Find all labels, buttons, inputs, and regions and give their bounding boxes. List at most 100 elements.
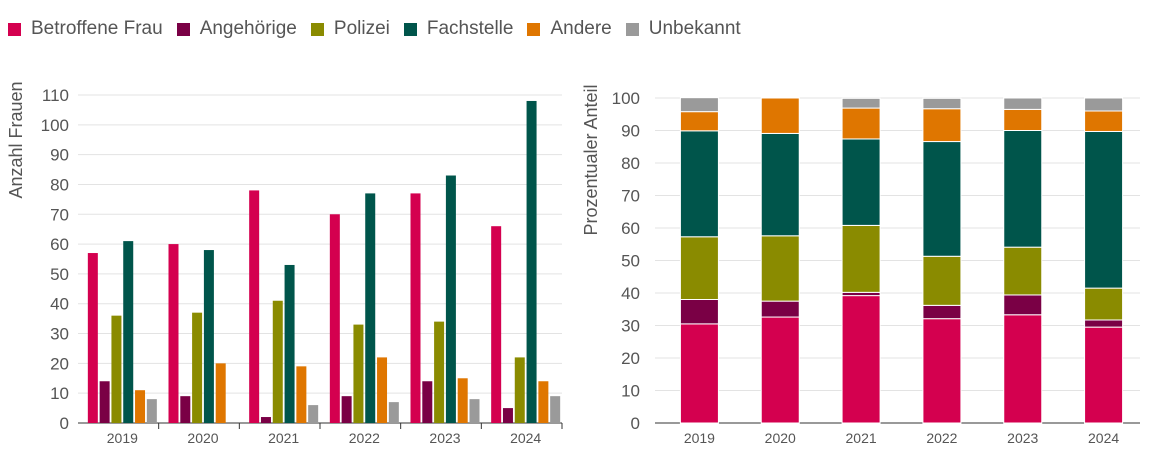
stacked-bar-fachstelle <box>1003 130 1043 248</box>
stacked-bar-fachstelle <box>1084 130 1124 289</box>
y-tick-label: 100 <box>612 89 640 108</box>
bar-unbekannt <box>469 399 480 423</box>
y-tick-label: 60 <box>621 219 640 238</box>
y-tick-label: 0 <box>631 414 640 433</box>
bar-fachstelle <box>203 250 214 423</box>
bar-angehörige <box>260 417 271 423</box>
stacked-bar-unbekannt <box>922 97 962 110</box>
stacked-bar-unbekannt <box>1003 97 1043 110</box>
y-tick-label: 10 <box>621 382 640 401</box>
y-tick-label: 50 <box>621 252 640 271</box>
stacked-bar-betroffene-frau <box>1003 314 1043 424</box>
bar-angehörige <box>180 396 191 423</box>
bar-betroffene-frau <box>249 190 260 423</box>
legend-item[interactable]: Angehörige <box>176 18 297 40</box>
stacked-bar-polizei <box>841 224 881 293</box>
stacked-bar-polizei <box>1003 246 1043 296</box>
bar-andere <box>377 357 388 423</box>
bar-angehörige <box>99 381 110 423</box>
stacked-bar-angehörige <box>1003 294 1043 316</box>
bar-polizei <box>272 300 283 423</box>
y-axis-title: Anzahl Frauen <box>6 81 26 198</box>
x-tick-label: 2019 <box>107 430 138 446</box>
y-tick-label: 50 <box>50 265 69 284</box>
legend-swatch <box>176 22 190 36</box>
legend-label: Polizei <box>333 18 390 39</box>
x-tick-label: 2021 <box>268 430 299 446</box>
legend-swatch <box>625 22 639 36</box>
x-tick-label: 2023 <box>1007 430 1038 446</box>
bar-fachstelle <box>445 175 456 423</box>
y-tick-label: 70 <box>621 187 640 206</box>
y-tick-label: 0 <box>60 414 69 433</box>
stacked-bar-fachstelle <box>679 130 719 238</box>
x-tick-label: 2021 <box>846 430 877 446</box>
legend: Betroffene Frau Angehörige Polizei Fachstel… <box>8 18 741 40</box>
bar-unbekannt <box>146 399 157 423</box>
legend-item[interactable]: Unbekannt <box>625 18 741 40</box>
y-tick-label: 110 <box>42 86 69 105</box>
bar-angehörige <box>341 396 352 423</box>
x-tick-label: 2022 <box>349 430 380 446</box>
stacked-bar-unbekannt <box>1084 97 1124 112</box>
y-tick-label: 70 <box>50 205 69 224</box>
stacked-bar-angehörige <box>679 299 719 325</box>
legend-swatch <box>527 22 541 36</box>
bar-andere <box>215 363 226 423</box>
y-tick-label: 100 <box>41 116 69 135</box>
y-tick-label: 80 <box>50 175 69 194</box>
bar-andere <box>538 381 549 423</box>
y-tick-label: 40 <box>50 295 69 314</box>
stacked-bar-andere <box>1003 108 1043 131</box>
stacked-bar-betroffene-frau <box>679 323 719 424</box>
bar-andere <box>296 366 307 423</box>
y-tick-label: 10 <box>50 384 69 403</box>
x-tick-label: 2022 <box>926 430 957 446</box>
bar-fachstelle <box>284 264 295 423</box>
stacked-bar-polizei <box>922 255 962 306</box>
y-tick-label: 90 <box>621 122 640 141</box>
stacked-bar-betroffene-frau <box>922 318 962 424</box>
legend-item[interactable]: Fachstelle <box>403 18 514 40</box>
legend-swatch <box>8 22 21 36</box>
stacked-bar-betroffene-frau <box>841 295 881 424</box>
bar-betroffene-frau <box>410 193 421 423</box>
bar-unbekannt <box>308 405 319 423</box>
bar-fachstelle <box>123 241 134 423</box>
y-tick-label: 30 <box>50 325 69 344</box>
legend-item[interactable]: Polizei <box>310 18 390 40</box>
stacked-bar-fachstelle <box>922 141 962 257</box>
stacked-bar-angehörige <box>922 304 962 320</box>
stacked-bar-andere <box>841 107 881 140</box>
stacked-bar-andere <box>922 108 962 143</box>
stacked-bar-polizei <box>1084 287 1124 321</box>
stacked-bar-polizei <box>760 235 800 302</box>
x-tick-label: 2020 <box>765 430 796 446</box>
bar-polizei <box>111 315 122 423</box>
legend-label: Fachstelle <box>426 18 514 39</box>
stacked-bar-betroffene-frau <box>760 316 800 424</box>
legend-swatch <box>310 22 324 36</box>
stacked-bar-andere <box>679 111 719 132</box>
bar-unbekannt <box>550 396 561 423</box>
bar-angehörige <box>502 408 513 423</box>
bar-fachstelle <box>526 100 537 424</box>
bar-polizei <box>353 324 364 423</box>
stacked-bar-betroffene-frau <box>1084 326 1124 424</box>
y-tick-label: 80 <box>621 154 640 173</box>
legend-item[interactable]: Betroffene Frau <box>8 18 163 40</box>
stacked-bar-andere <box>760 97 800 134</box>
bar-fachstelle <box>365 193 376 423</box>
y-tick-label: 20 <box>621 349 640 368</box>
legend-item[interactable]: Andere <box>527 18 612 40</box>
bar-betroffene-frau <box>168 244 179 423</box>
stacked-bar-fachstelle <box>760 132 800 237</box>
stacked-bar-unbekannt <box>841 97 881 109</box>
x-tick-label: 2023 <box>429 430 460 446</box>
bar-polizei <box>514 357 525 423</box>
x-tick-label: 2024 <box>510 430 541 446</box>
y-tick-label: 90 <box>50 146 69 165</box>
bar-andere <box>457 378 468 423</box>
stacked-bar-polizei <box>679 236 719 300</box>
bar-betroffene-frau <box>87 253 98 423</box>
